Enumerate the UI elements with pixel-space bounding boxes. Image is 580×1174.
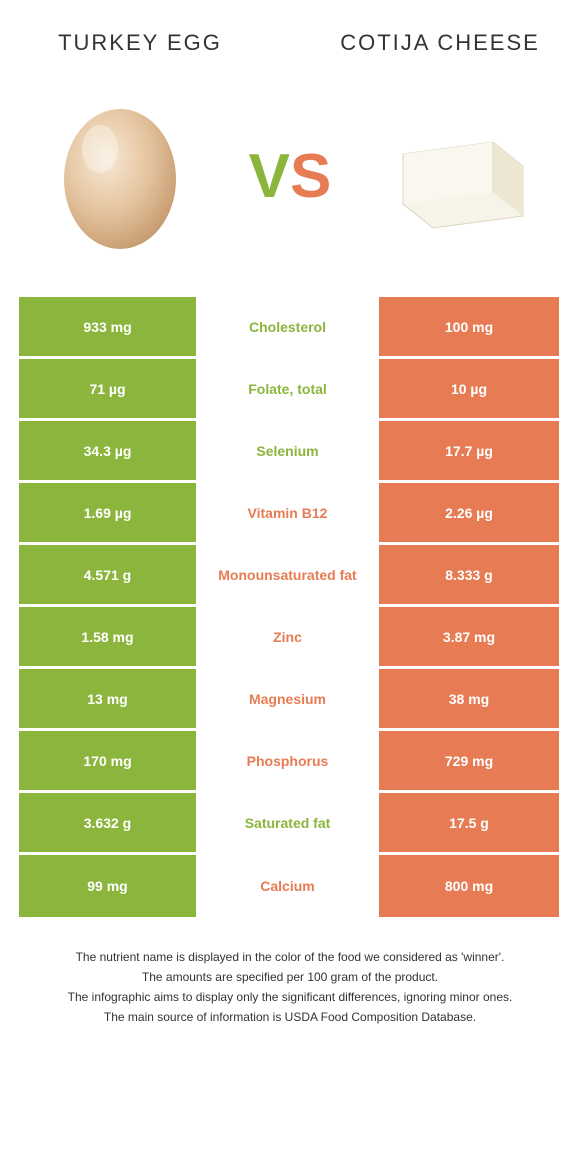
- cell-nutrient-label: Calcium: [199, 855, 379, 917]
- table-row: 3.632 gSaturated fat17.5 g: [19, 793, 561, 855]
- table-row: 71 µgFolate, total10 µg: [19, 359, 561, 421]
- table-row: 13 mgMagnesium38 mg: [19, 669, 561, 731]
- cell-nutrient-label: Magnesium: [199, 669, 379, 728]
- cell-nutrient-label: Folate, total: [199, 359, 379, 418]
- footnote-line: The amounts are specified per 100 gram o…: [30, 968, 550, 986]
- footnotes: The nutrient name is displayed in the co…: [10, 948, 570, 1026]
- egg-image: [40, 96, 200, 256]
- cell-right-value: 3.87 mg: [379, 607, 559, 666]
- footnote-line: The nutrient name is displayed in the co…: [30, 948, 550, 966]
- nutrient-table: 933 mgCholesterol100 mg71 µgFolate, tota…: [18, 296, 562, 918]
- table-row: 4.571 gMonounsaturated fat8.333 g: [19, 545, 561, 607]
- cell-nutrient-label: Selenium: [199, 421, 379, 480]
- cell-left-value: 99 mg: [19, 855, 199, 917]
- cell-nutrient-label: Saturated fat: [199, 793, 379, 852]
- table-row: 99 mgCalcium800 mg: [19, 855, 561, 917]
- vs-s: S: [290, 141, 331, 212]
- table-row: 933 mgCholesterol100 mg: [19, 297, 561, 359]
- cell-left-value: 71 µg: [19, 359, 199, 418]
- title-left: TURKEY EGG: [40, 30, 240, 56]
- table-row: 34.3 µgSelenium17.7 µg: [19, 421, 561, 483]
- cell-right-value: 8.333 g: [379, 545, 559, 604]
- cell-right-value: 38 mg: [379, 669, 559, 728]
- cell-left-value: 933 mg: [19, 297, 199, 356]
- cell-left-value: 4.571 g: [19, 545, 199, 604]
- cell-nutrient-label: Vitamin B12: [199, 483, 379, 542]
- cell-left-value: 170 mg: [19, 731, 199, 790]
- cell-left-value: 34.3 µg: [19, 421, 199, 480]
- cell-nutrient-label: Monounsaturated fat: [199, 545, 379, 604]
- cell-left-value: 13 mg: [19, 669, 199, 728]
- cell-right-value: 17.5 g: [379, 793, 559, 852]
- cell-left-value: 1.58 mg: [19, 607, 199, 666]
- title-right: COTIJA CHEESE: [340, 30, 540, 56]
- footnote-line: The infographic aims to display only the…: [30, 988, 550, 1006]
- cheese-image: [380, 96, 540, 256]
- cell-nutrient-label: Zinc: [199, 607, 379, 666]
- table-row: 1.69 µgVitamin B122.26 µg: [19, 483, 561, 545]
- cell-left-value: 3.632 g: [19, 793, 199, 852]
- cell-right-value: 729 mg: [379, 731, 559, 790]
- cell-nutrient-label: Cholesterol: [199, 297, 379, 356]
- cell-right-value: 17.7 µg: [379, 421, 559, 480]
- cell-right-value: 800 mg: [379, 855, 559, 917]
- vs-label: V S: [249, 141, 332, 212]
- cell-left-value: 1.69 µg: [19, 483, 199, 542]
- table-row: 1.58 mgZinc3.87 mg: [19, 607, 561, 669]
- cell-nutrient-label: Phosphorus: [199, 731, 379, 790]
- cell-right-value: 2.26 µg: [379, 483, 559, 542]
- cell-right-value: 10 µg: [379, 359, 559, 418]
- table-row: 170 mgPhosphorus729 mg: [19, 731, 561, 793]
- cell-right-value: 100 mg: [379, 297, 559, 356]
- vs-v: V: [249, 141, 290, 212]
- footnote-line: The main source of information is USDA F…: [30, 1008, 550, 1026]
